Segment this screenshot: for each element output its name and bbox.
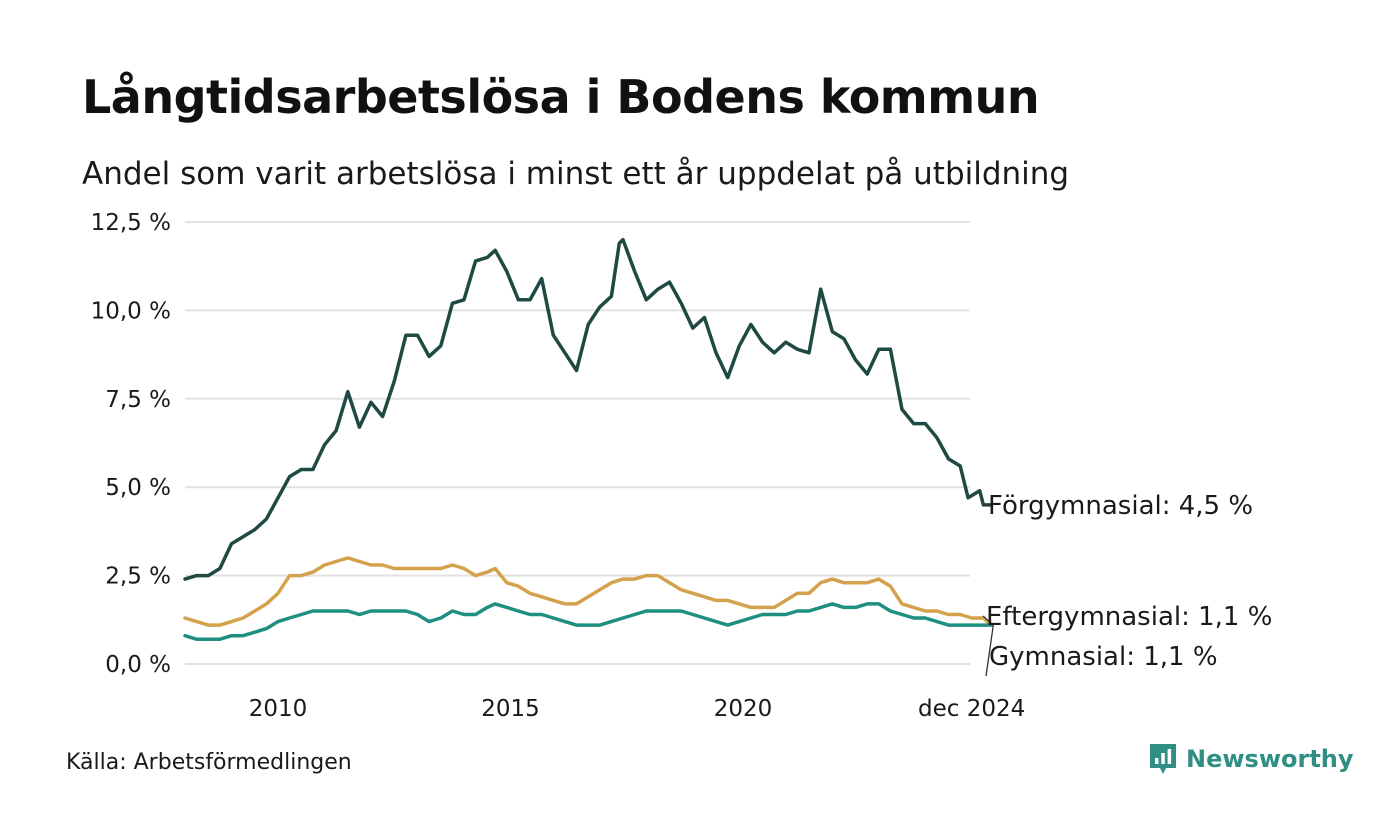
y-tick-label: 0,0 % <box>105 652 171 678</box>
x-tick-label: 2020 <box>714 696 773 722</box>
leader-line <box>982 615 994 626</box>
end-label-eftergymnasial: Eftergymnasial: 1,1 % <box>986 602 1272 632</box>
y-tick-label: 10,0 % <box>91 298 171 324</box>
end-label-förgymnasial: Förgymnasial: 4,5 % <box>988 491 1253 521</box>
leader-line <box>985 625 994 677</box>
brand-logo: Newsworthy <box>1148 742 1354 776</box>
x-axis-ticks: 2010 2015 2020 dec 2024 <box>249 696 1026 722</box>
y-tick-label: 7,5 % <box>105 387 171 413</box>
bar-chart-pin-icon <box>1150 744 1176 774</box>
x-tick-label: 2015 <box>481 696 540 722</box>
y-tick-label: 5,0 % <box>105 475 171 501</box>
page-title: Långtidsarbetslösa i Bodens kommun <box>82 70 1040 124</box>
y-axis-ticks: 0,0 % 2,5 % 5,0 % 7,5 % 10,0 % 12,5 % <box>91 210 171 678</box>
y-tick-label: 2,5 % <box>105 564 171 590</box>
source-note: Källa: Arbetsförmedlingen <box>66 750 352 775</box>
brand-name: Newsworthy <box>1186 745 1354 773</box>
series-end-labels: Förgymnasial: 4,5 % Eftergymnasial: 1,1 %… <box>982 491 1272 677</box>
x-tick-label: dec 2024 <box>918 696 1025 722</box>
series-lines <box>183 237 994 641</box>
y-tick-label: 12,5 % <box>91 210 171 236</box>
series-line-eftergymnasial <box>183 556 994 627</box>
series-line-förgymnasial <box>183 237 994 581</box>
series-line-gymnasial <box>183 602 994 641</box>
page-subtitle: Andel som varit arbetslösa i minst ett å… <box>82 156 1070 192</box>
gridlines <box>185 221 970 665</box>
end-label-gymnasial: Gymnasial: 1,1 % <box>989 642 1218 672</box>
x-tick-label: 2010 <box>249 696 308 722</box>
